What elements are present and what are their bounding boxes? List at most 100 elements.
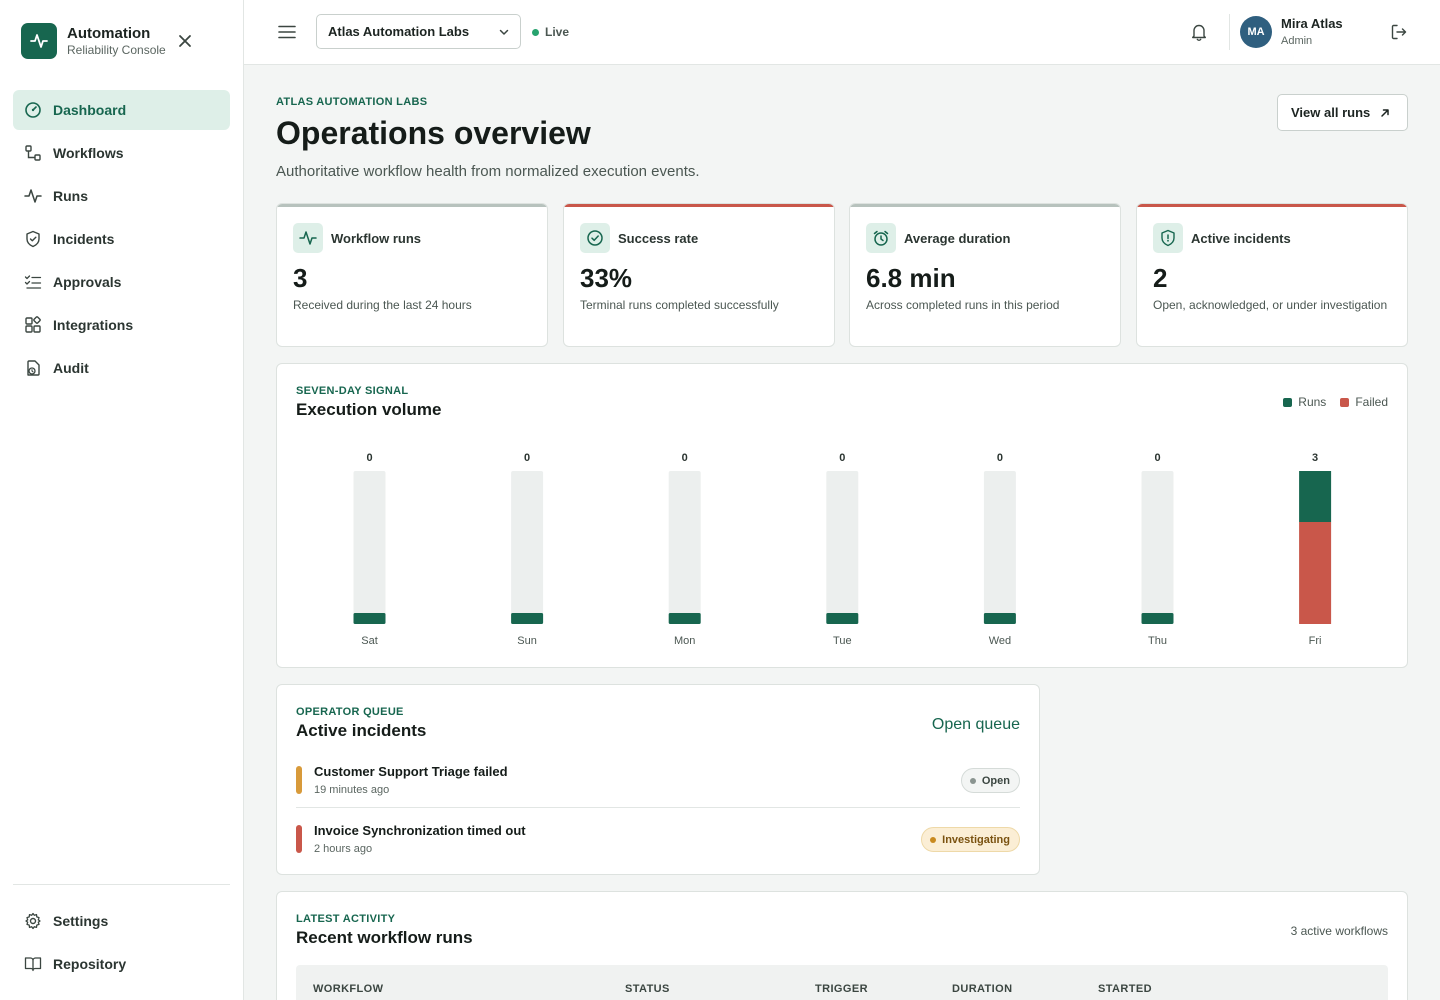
incident-row[interactable]: Customer Support Triage failed 19 minute… [296, 762, 1020, 806]
kpi-card-workflow-runs: Workflow runs 3 Received during the last… [276, 203, 548, 347]
card-eyebrow: OPERATOR QUEUE [296, 706, 404, 718]
card-eyebrow: SEVEN-DAY SIGNAL [296, 385, 409, 397]
execution-volume-chart: 0 Sat 0 Sun 0 Mon 0 Tue 0 Wed 0 Thu 3 Fri [353, 452, 1332, 647]
chart-legend: Runs Failed [1269, 395, 1388, 409]
status-badge: Open [960, 768, 1020, 793]
incident-accent [296, 766, 302, 794]
sidebar-item-audit[interactable]: Audit [13, 348, 230, 388]
column-header-workflow[interactable]: WORKFLOW [313, 983, 384, 995]
bar-track [668, 471, 701, 624]
sidebar-item-workflows[interactable]: Workflows [13, 133, 230, 173]
sidebar-item-repository[interactable]: Repository [13, 944, 230, 984]
page-title: Operations overview [276, 115, 591, 151]
arrow-up-right-icon [1381, 109, 1389, 117]
user-role: Admin [1281, 35, 1313, 47]
x-tick-label: Fri [1309, 635, 1322, 647]
active-incidents-card: OPERATOR QUEUE Active incidents Open que… [276, 684, 1040, 875]
x-tick-label: Sat [361, 635, 378, 647]
close-sidebar-button[interactable] [175, 31, 195, 51]
sidebar-nav: Dashboard Workflows Runs Incidents Appro… [13, 90, 230, 391]
card-eyebrow: LATEST ACTIVITY [296, 913, 396, 925]
logout-button[interactable] [1389, 22, 1409, 42]
live-status: Live [532, 25, 569, 39]
chevron-down-icon [499, 29, 509, 35]
kpi-description: Terminal runs completed successfully [580, 298, 779, 312]
kpi-card-active-incidents: Active incidents 2 Open, acknowledged, o… [1136, 203, 1408, 347]
sidebar-item-label: Workflows [53, 145, 124, 161]
open-queue-link[interactable]: Open queue [931, 716, 1020, 733]
column-header-status[interactable]: STATUS [625, 983, 670, 995]
hamburger-icon [278, 25, 296, 39]
sidebar-item-label: Repository [53, 956, 127, 972]
bar-track [511, 471, 544, 624]
card-title: Execution volume [296, 400, 442, 419]
sidebar-item-incidents[interactable]: Incidents [13, 219, 230, 259]
column-header-started[interactable]: STARTED [1098, 983, 1152, 995]
bar-runs [1299, 471, 1332, 522]
bar-runs [826, 613, 859, 624]
check-circle-icon [580, 223, 610, 253]
legend-item-failed: Failed [1340, 395, 1388, 409]
dashboard-icon [24, 101, 42, 119]
kpi-label: Workflow runs [331, 231, 422, 246]
bar-total-label: 0 [1154, 452, 1160, 464]
bar-runs [983, 613, 1016, 624]
topbar-divider [1229, 14, 1230, 50]
notifications-button[interactable] [1189, 22, 1209, 42]
kpi-label: Active incidents [1191, 231, 1291, 246]
book-icon [24, 955, 42, 973]
sidebar-item-runs[interactable]: Runs [13, 176, 230, 216]
kpi-description: Open, acknowledged, or under investigati… [1153, 298, 1388, 312]
column-header-trigger[interactable]: TRIGGER [815, 983, 868, 995]
bar-total-label: 0 [997, 452, 1003, 464]
brand: Automation Reliability Console [21, 23, 166, 59]
bar-total-label: 0 [839, 452, 845, 464]
sidebar-item-dashboard[interactable]: Dashboard [13, 90, 230, 130]
brand-title: Automation [67, 25, 151, 42]
live-status-label: Live [545, 25, 570, 39]
avatar[interactable]: MA [1240, 16, 1272, 48]
kpi-card-average-duration: Average duration 6.8 min Across complete… [849, 203, 1121, 347]
bar-runs [511, 613, 544, 624]
user-name: Mira Atlas [1281, 16, 1343, 31]
kpi-accent-bar [277, 204, 547, 207]
legend-swatch [1283, 397, 1293, 407]
brand-logo-icon [21, 23, 57, 59]
active-workflows-count: 3 active workflows [1290, 924, 1388, 938]
kpi-label: Average duration [904, 231, 1011, 246]
view-all-runs-button[interactable]: View all runs [1277, 94, 1408, 131]
organization-select[interactable]: Atlas Automation Labs [316, 14, 521, 49]
gear-icon [24, 912, 42, 930]
x-tick-label: Tue [833, 635, 852, 647]
kpi-value: 6.8 min [866, 263, 956, 293]
status-badge-label: Open [981, 774, 1010, 787]
menu-toggle-button[interactable] [277, 22, 297, 42]
sidebar-divider [13, 884, 230, 885]
incident-title: Invoice Synchronization timed out [314, 823, 526, 838]
x-tick-label: Wed [989, 635, 1011, 647]
bar-total-label: 0 [524, 452, 530, 464]
topbar: Atlas Automation Labs Live MA Mira Atlas… [244, 0, 1440, 65]
bar-track [353, 471, 386, 624]
sidebar-item-label: Incidents [53, 231, 115, 247]
legend-label: Runs [1298, 395, 1327, 409]
checklist-icon [24, 273, 42, 291]
sidebar-item-settings[interactable]: Settings [13, 901, 230, 941]
sidebar-item-label: Settings [53, 913, 109, 929]
incident-time: 19 minutes ago [314, 784, 390, 796]
status-badge-label: Investigating [942, 833, 1010, 846]
sidebar-item-label: Dashboard [53, 102, 127, 118]
column-header-duration[interactable]: DURATION [952, 983, 1013, 995]
incident-row[interactable]: Invoice Synchronization timed out 2 hour… [296, 821, 1020, 865]
sidebar-item-integrations[interactable]: Integrations [13, 305, 230, 345]
card-title: Recent workflow runs [296, 928, 473, 947]
brand-subtitle: Reliability Console [67, 43, 166, 57]
bar-total-label: 3 [1312, 452, 1318, 464]
sidebar-item-approvals[interactable]: Approvals [13, 262, 230, 302]
activity-icon [293, 223, 323, 253]
bar-track [1141, 471, 1174, 624]
sidebar: Automation Reliability Console Dashboard… [0, 0, 244, 1000]
status-dot-icon [930, 836, 937, 843]
bar-runs [353, 613, 386, 624]
audit-icon [24, 359, 42, 377]
